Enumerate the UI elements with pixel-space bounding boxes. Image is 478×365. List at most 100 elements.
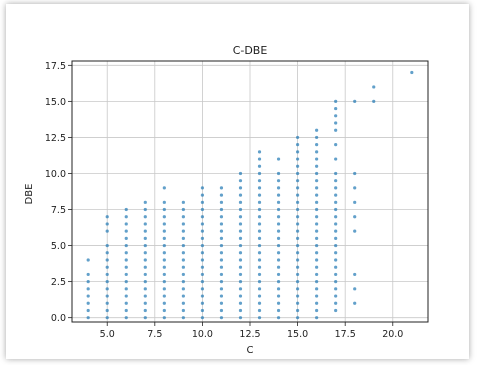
data-point [276, 251, 281, 255]
data-point [238, 236, 243, 240]
data-point [143, 308, 147, 313]
data-point [219, 301, 224, 305]
data-point [315, 222, 319, 226]
data-point [276, 186, 281, 190]
data-point [105, 229, 109, 233]
data-point [200, 265, 205, 269]
data-point [257, 157, 262, 161]
data-point [238, 316, 243, 320]
data-point [86, 294, 90, 298]
data-point [124, 207, 128, 212]
data-point [276, 222, 281, 226]
data-point [353, 229, 357, 233]
data-point [124, 229, 128, 233]
data-point [162, 200, 166, 204]
data-point [86, 316, 90, 320]
data-point [257, 150, 262, 154]
data-point [219, 193, 224, 197]
data-point [315, 251, 319, 255]
data-point [315, 301, 319, 305]
data-point [238, 207, 243, 212]
data-point [295, 157, 300, 161]
data-point [181, 200, 185, 204]
data-point [162, 294, 166, 298]
data-point [200, 229, 205, 233]
data-point [315, 193, 319, 197]
data-point [238, 301, 243, 305]
data-point [219, 316, 224, 320]
data-point [200, 243, 205, 248]
data-point [334, 207, 338, 212]
data-point [315, 308, 319, 313]
data-point [105, 215, 109, 219]
data-point [219, 265, 224, 269]
data-point [276, 272, 281, 277]
data-point [200, 301, 205, 305]
data-point [162, 207, 166, 212]
axis-ticks: 5.0 7.5 10.0 12.5 15.0 17.5 20.0 0.0 2.5 5.0 7.5 10… [45, 61, 404, 340]
data-point [295, 222, 300, 226]
data-point [334, 215, 338, 219]
data-point [315, 316, 319, 320]
data-point [276, 316, 281, 320]
data-point [334, 128, 338, 132]
data-point [238, 193, 243, 197]
data-point [295, 294, 300, 298]
data-point [334, 157, 338, 161]
data-point [295, 280, 300, 284]
data-point [315, 186, 319, 190]
data-point [257, 316, 262, 320]
data-point [143, 215, 147, 219]
data-point [295, 258, 300, 262]
data-point [295, 308, 300, 313]
data-point [181, 272, 185, 277]
data-point [276, 171, 281, 176]
y-tick-label: 17.5 [45, 61, 66, 72]
data-point [238, 272, 243, 277]
data-point [200, 287, 205, 291]
data-point [257, 222, 262, 226]
data-point [315, 143, 319, 147]
data-point [295, 186, 300, 190]
data-point [276, 236, 281, 240]
data-point [105, 222, 109, 226]
data-point [219, 308, 224, 313]
data-point [334, 280, 338, 284]
data-point [334, 301, 338, 305]
data-point [295, 193, 300, 197]
data-point [257, 265, 262, 269]
data-point [200, 200, 205, 204]
data-point [181, 229, 185, 233]
data-point [143, 301, 147, 305]
chart-card: 5.0 7.5 10.0 12.5 15.0 17.5 20.0 0.0 2.5 5.0 7.5 10… [6, 4, 469, 359]
x-tick-label: 20.0 [382, 329, 403, 340]
data-point [353, 215, 357, 219]
data-point [124, 316, 128, 320]
data-point [219, 186, 224, 190]
data-point [257, 186, 262, 190]
data-point [124, 243, 128, 248]
data-points [86, 70, 414, 320]
data-point [200, 308, 205, 313]
grid-lines [72, 61, 428, 322]
data-point [257, 164, 262, 168]
data-point [200, 280, 205, 284]
data-point [162, 222, 166, 226]
data-point [86, 272, 90, 277]
data-point [276, 200, 281, 204]
data-point [334, 243, 338, 248]
data-point [257, 200, 262, 204]
data-point [257, 294, 262, 298]
data-point [200, 222, 205, 226]
data-point [105, 251, 109, 255]
data-point [143, 272, 147, 277]
data-point [105, 272, 109, 277]
data-point [238, 186, 243, 190]
y-tick-label: 10.0 [45, 169, 66, 180]
data-point [200, 207, 205, 212]
data-point [86, 258, 90, 262]
data-point [257, 287, 262, 291]
data-point [334, 143, 338, 147]
data-point [238, 287, 243, 291]
y-tick-label: 2.5 [51, 277, 66, 288]
